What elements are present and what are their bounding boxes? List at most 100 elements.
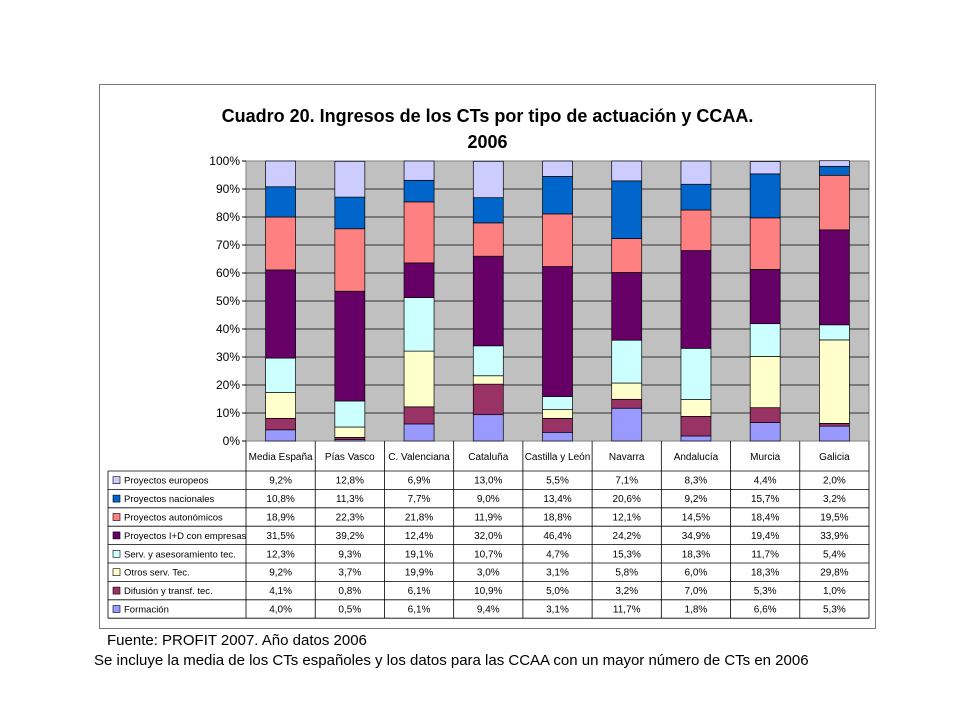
legend-swatch — [112, 513, 121, 521]
y-tick-label: 60% — [216, 266, 240, 280]
data-label: 4,4% — [754, 476, 777, 487]
bar-segment — [680, 435, 712, 442]
bar-segment — [265, 186, 296, 218]
legend-label: Proyectos europeos — [124, 476, 209, 487]
bar-segment — [334, 426, 366, 438]
legend-swatch — [112, 476, 121, 485]
data-label: 15,3% — [613, 549, 641, 560]
chart-title-line-2: 2006 — [467, 132, 508, 152]
bar-segment — [680, 399, 712, 417]
data-label: 12,3% — [266, 549, 294, 560]
data-label: 7,0% — [685, 586, 708, 597]
bar-segment — [265, 357, 296, 393]
bar-segment — [611, 160, 643, 182]
bar-segment — [265, 160, 296, 188]
bar-segment — [403, 297, 435, 352]
bar-segment — [819, 165, 850, 176]
bar-segment — [265, 429, 296, 442]
y-tick-label: 50% — [216, 294, 240, 308]
data-label: 6,1% — [408, 605, 431, 616]
data-label: 10,8% — [266, 494, 294, 505]
data-label: 3,2% — [615, 586, 638, 597]
bar-segment — [334, 160, 366, 198]
bar-segment — [403, 179, 435, 203]
legend-label: Otros serv. Tec. — [124, 568, 190, 579]
bar-segment — [472, 345, 504, 377]
bar-segment — [819, 425, 850, 442]
category-label: Murcia — [750, 452, 780, 463]
y-tick-label: 100% — [209, 154, 240, 168]
data-label: 5,5% — [546, 476, 569, 487]
bar-segment — [749, 422, 781, 442]
bar-segment — [265, 392, 296, 419]
y-tick-label: 90% — [216, 182, 240, 196]
data-label: 18,9% — [266, 513, 294, 524]
data-label: 6,0% — [685, 568, 708, 579]
y-tick-label: 80% — [216, 210, 240, 224]
data-label: 5,8% — [615, 568, 638, 579]
bar-segment — [334, 290, 366, 402]
data-label: 18,4% — [751, 513, 779, 524]
data-label: 3,1% — [546, 568, 569, 579]
data-label: 15,7% — [751, 494, 779, 505]
data-label: 3,1% — [546, 605, 569, 616]
bar-segment — [749, 356, 781, 409]
data-label: 4,1% — [269, 586, 292, 597]
data-label: 5,0% — [546, 586, 569, 597]
data-label: 4,7% — [546, 549, 569, 560]
category-label: Galicia — [819, 452, 850, 463]
bar-segment — [472, 197, 504, 224]
bar-segment — [819, 423, 850, 427]
data-label: 9,2% — [685, 494, 708, 505]
bar-segment — [542, 409, 573, 419]
data-label: 20,6% — [613, 494, 641, 505]
bar-segment — [334, 400, 366, 428]
data-label: 5,4% — [823, 549, 846, 560]
bar-segment — [542, 396, 573, 410]
data-label: 5,3% — [754, 586, 777, 597]
bar-segment — [680, 160, 712, 185]
data-label: 18,8% — [543, 513, 571, 524]
bar-segment — [472, 255, 504, 347]
legend-label: Proyectos autonómicos — [124, 513, 223, 524]
legend-label: Proyectos nacionales — [124, 494, 215, 505]
data-label: 19,9% — [405, 568, 433, 579]
data-label: 2,0% — [823, 476, 846, 487]
legend-swatch — [112, 605, 121, 613]
data-label: 7,7% — [408, 494, 431, 505]
bar-segment — [749, 161, 781, 175]
bar-segment — [819, 339, 850, 424]
legend-label: Difusión y transf. tec. — [124, 586, 213, 597]
bar-segment — [819, 324, 850, 341]
legend-label: Serv. y asesoramiento tec. — [124, 549, 236, 560]
bar-segment — [611, 382, 643, 400]
bar-segment — [472, 160, 504, 199]
bar-segment — [680, 416, 712, 437]
legend-swatch — [112, 494, 121, 503]
data-label: 11,7% — [613, 605, 641, 616]
data-label: 12,4% — [405, 531, 433, 542]
data-label: 12,1% — [613, 513, 641, 524]
data-label: 0,5% — [338, 605, 361, 616]
legend-swatch — [112, 549, 121, 558]
bar-segment — [819, 174, 850, 231]
data-label: 4,0% — [269, 605, 292, 616]
bar-segment — [403, 201, 435, 264]
bar-segment — [265, 417, 296, 431]
legend-swatch — [112, 568, 121, 577]
data-label: 11,7% — [751, 549, 779, 560]
data-label: 6,1% — [408, 586, 431, 597]
bar-segment — [265, 216, 296, 271]
bar-segment — [680, 347, 712, 400]
chart-title-line-1: Cuadro 20. Ingresos de los CTs por tipo … — [221, 106, 754, 126]
category-label: Pías Vasco — [325, 452, 375, 463]
bar-segment — [403, 350, 435, 408]
source-note: Fuente: PROFIT 2007. Año datos 2006 — [107, 632, 367, 649]
bar-segment — [472, 383, 504, 416]
bar-segment — [680, 250, 712, 349]
data-label: 31,5% — [266, 531, 294, 542]
bar-segment — [472, 222, 504, 257]
data-label: 33,9% — [820, 531, 848, 542]
bar-segment — [542, 213, 573, 267]
footnote: Se incluye la media de los CTs españoles… — [94, 652, 809, 669]
